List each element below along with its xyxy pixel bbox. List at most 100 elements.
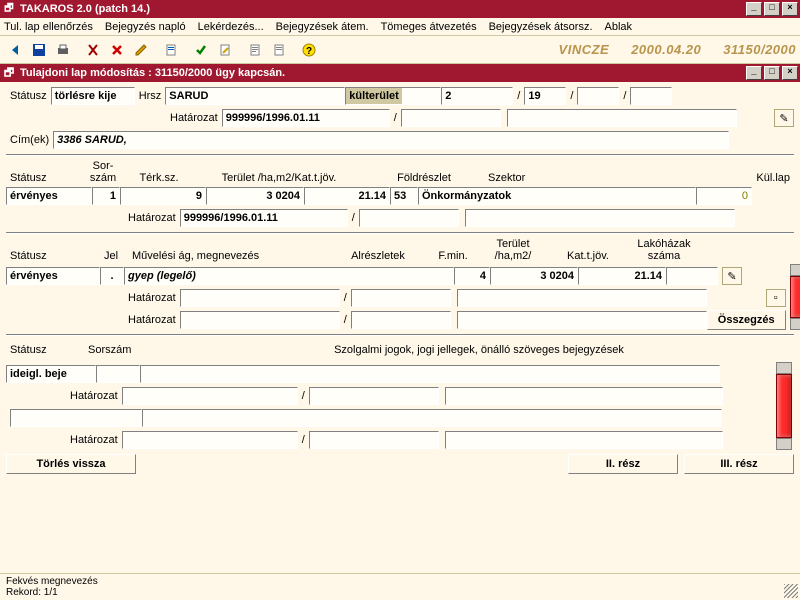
- scroll3-up[interactable]: [790, 264, 800, 276]
- fld-terulet3[interactable]: 3 0204: [490, 267, 578, 285]
- fld-hrsz-town[interactable]: SARUD: [165, 87, 345, 105]
- fld-kullap[interactable]: 0: [696, 187, 752, 205]
- lbl-terulet2: Terület /ha,m2/Kat.t.jöv.: [194, 172, 364, 184]
- fld-belterulet[interactable]: külterület: [345, 87, 441, 105]
- lbl-statusz4: Státusz: [6, 344, 84, 356]
- page2-icon[interactable]: [268, 39, 290, 61]
- fld-hatarozat3a2[interactable]: [351, 289, 451, 307]
- btn-resz2[interactable]: II. rész: [568, 454, 678, 474]
- lbl-hatarozat4b: Határozat: [66, 434, 122, 446]
- close-button[interactable]: ×: [782, 2, 798, 16]
- fld-statusz4[interactable]: ideigl. beje: [6, 365, 96, 383]
- menu-item-0[interactable]: Tul. lap ellenőrzés: [4, 21, 93, 33]
- menu-item-3[interactable]: Bejegyzések átem.: [276, 21, 369, 33]
- fld-hatarozat1[interactable]: 999996/1996.01.11: [222, 109, 390, 127]
- fld-hrsz-a[interactable]: 2: [441, 87, 513, 105]
- fld-hatarozat2c[interactable]: [465, 209, 735, 227]
- edit-row-icon-3a[interactable]: ✎: [722, 267, 742, 285]
- edit-row-icon-1[interactable]: ✎: [774, 109, 794, 127]
- fld-hatarozat4a2[interactable]: [309, 387, 439, 405]
- fld-hatarozat1c[interactable]: [507, 109, 737, 127]
- fld-terksz[interactable]: 9: [120, 187, 206, 205]
- fld-hatarozat2[interactable]: 999996/1996.01.11: [180, 209, 348, 227]
- fld-hatarozat4a3[interactable]: [445, 387, 723, 405]
- sub-minimize-button[interactable]: _: [746, 66, 762, 80]
- fld-kattjov[interactable]: 21.14: [578, 267, 666, 285]
- menu-item-1[interactable]: Bejegyzés napló: [105, 21, 186, 33]
- fld-hatarozat4b3[interactable]: [445, 431, 723, 449]
- fld-hrsz-c[interactable]: [577, 87, 619, 105]
- fld-szoveg4b2[interactable]: [142, 409, 722, 427]
- fld-statusz3[interactable]: érvényes: [6, 267, 100, 285]
- scroll3-thumb[interactable]: [790, 276, 800, 318]
- fld-hatarozat3b[interactable]: [180, 311, 340, 329]
- scroll4-up[interactable]: [776, 362, 792, 374]
- sub-maximize-button[interactable]: □: [764, 66, 780, 80]
- fld-hrsz-d[interactable]: [630, 87, 672, 105]
- sep-slash6: /: [340, 292, 351, 304]
- lbl-statusz3: Státusz: [6, 250, 100, 262]
- menu-item-5[interactable]: Bejegyzések átsorsz.: [489, 21, 593, 33]
- lbl-muvag: Művelési ág, megnevezés: [128, 250, 328, 262]
- hdr-foldreszlet: Földrészlet: [364, 172, 484, 184]
- fld-szoveg4a[interactable]: [140, 365, 720, 383]
- fld-hatarozat3b3[interactable]: [457, 311, 707, 329]
- window-controls: _ □ ×: [746, 2, 798, 16]
- prev-icon[interactable]: [4, 39, 26, 61]
- fld-statusz1[interactable]: törlésre kije: [51, 87, 135, 105]
- fld-hatarozat3b2[interactable]: [351, 311, 451, 329]
- fld-lakohazak[interactable]: [666, 267, 718, 285]
- fld-hatarozat4a[interactable]: [122, 387, 298, 405]
- lbl-hatarozat3a: Határozat: [124, 292, 180, 304]
- scroll3-down[interactable]: [790, 318, 800, 330]
- btn-resz3[interactable]: III. rész: [684, 454, 794, 474]
- print-icon[interactable]: [52, 39, 74, 61]
- fld-jel[interactable]: .: [100, 267, 124, 285]
- fld-cim[interactable]: 3386 SARUD,: [53, 131, 729, 149]
- lbl-lakohazak: Lakóházak száma: [628, 238, 700, 262]
- menubar: Tul. lap ellenőrzés Bejegyzés napló Leké…: [0, 18, 800, 36]
- fld-hatarozat1b[interactable]: [401, 109, 501, 127]
- fld-muvag[interactable]: gyep (legelő): [124, 267, 454, 285]
- sep-slash3: /: [619, 90, 630, 102]
- help-icon[interactable]: ?: [298, 39, 320, 61]
- menu-item-6[interactable]: Ablak: [605, 21, 633, 33]
- edit-row-icon-3b[interactable]: ▫: [766, 289, 786, 307]
- fld-szektor-kod[interactable]: 53: [390, 187, 418, 205]
- cut-icon[interactable]: [82, 39, 104, 61]
- fld-hatarozat2b[interactable]: [359, 209, 459, 227]
- fld-hatarozat4b[interactable]: [122, 431, 298, 449]
- pencil2-icon[interactable]: [214, 39, 236, 61]
- edit-icon[interactable]: [130, 39, 152, 61]
- scroll4-down[interactable]: [776, 438, 792, 450]
- btn-osszegzes[interactable]: Összegzés: [707, 310, 786, 330]
- fld-sorszam2[interactable]: 1: [92, 187, 120, 205]
- fld-fmin[interactable]: 4: [454, 267, 490, 285]
- fld-hrsz-b[interactable]: 19: [524, 87, 566, 105]
- fld-hatarozat3a3[interactable]: [457, 289, 707, 307]
- minimize-button[interactable]: _: [746, 2, 762, 16]
- fld-terulet-ha[interactable]: 3 0204: [206, 187, 304, 205]
- doc1-icon[interactable]: [160, 39, 182, 61]
- fld-szektor-nev[interactable]: Önkormányzatok: [418, 187, 696, 205]
- toolbar-info: VINCZE 2000.04.20 31150/2000: [559, 42, 796, 57]
- fld-terulet-kat[interactable]: 21.14: [304, 187, 390, 205]
- save-icon[interactable]: [28, 39, 50, 61]
- fld-szoveg4b1[interactable]: [10, 409, 142, 427]
- lbl-statusz1: Státusz: [6, 90, 51, 102]
- page-icon[interactable]: [244, 39, 266, 61]
- sub-app-icon: 🗗: [2, 64, 16, 83]
- fld-hatarozat3a[interactable]: [180, 289, 340, 307]
- resize-grip[interactable]: [784, 584, 798, 598]
- fld-statusz2[interactable]: érvényes: [6, 187, 92, 205]
- menu-item-2[interactable]: Lekérdezés...: [198, 21, 264, 33]
- scroll4-thumb[interactable]: [776, 374, 792, 438]
- btn-torles-vissza[interactable]: Törlés vissza: [6, 454, 136, 474]
- sub-close-button[interactable]: ×: [782, 66, 798, 80]
- maximize-button[interactable]: □: [764, 2, 780, 16]
- delete-icon[interactable]: [106, 39, 128, 61]
- fld-hatarozat4b2[interactable]: [309, 431, 439, 449]
- menu-item-4[interactable]: Tömeges átvezetés: [381, 21, 477, 33]
- fld-sorszam4[interactable]: [96, 365, 140, 383]
- check-icon[interactable]: [190, 39, 212, 61]
